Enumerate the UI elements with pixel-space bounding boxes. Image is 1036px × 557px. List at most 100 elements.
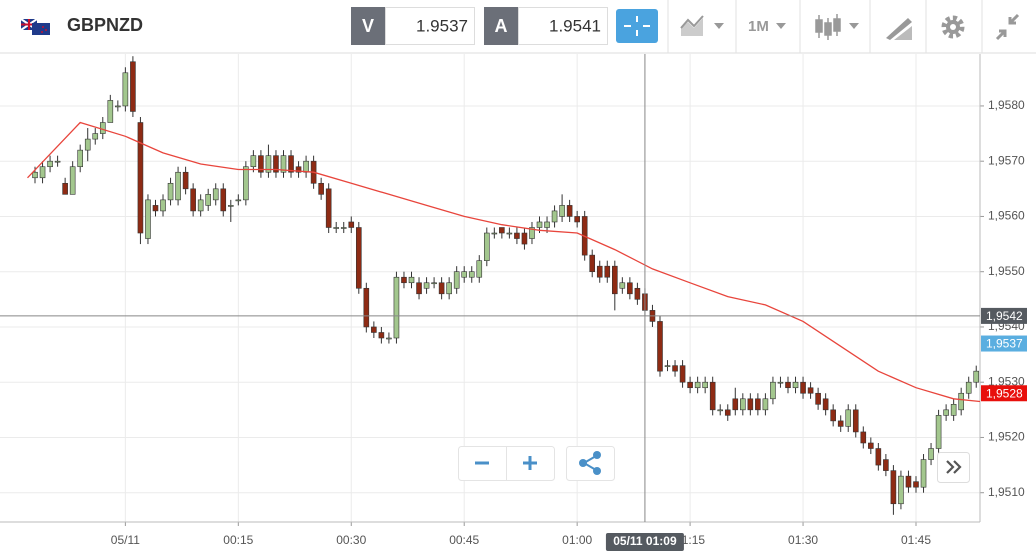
candle-style-button[interactable] <box>815 14 859 40</box>
zoom-in-button[interactable] <box>523 456 537 470</box>
candle-body <box>950 404 957 416</box>
candle-body <box>762 398 769 411</box>
ask-button[interactable]: A 1.9541 <box>484 7 608 45</box>
candle-body <box>619 282 626 289</box>
candle-body <box>672 365 678 372</box>
candle-body <box>875 448 882 466</box>
candle-body <box>423 282 430 289</box>
candle-body <box>145 199 151 239</box>
candle-body <box>898 475 904 505</box>
candle-body <box>62 182 68 195</box>
bid-price[interactable]: 1.9537 <box>416 16 468 35</box>
candle-body <box>792 381 799 389</box>
candle-body <box>235 199 242 202</box>
candle-body <box>250 155 257 168</box>
candle-body <box>273 155 279 173</box>
crosshair-time-label: 05/11 01:09 <box>613 534 677 548</box>
candle-body <box>499 227 505 234</box>
candle-body <box>363 287 370 328</box>
bid-box[interactable] <box>385 7 475 45</box>
x-tick-label: 05/11 <box>111 533 140 547</box>
candle-body <box>167 182 174 201</box>
candle-body <box>160 199 166 212</box>
candle-body <box>197 199 204 212</box>
candle-body <box>461 271 468 278</box>
timeframe-button[interactable]: 1M <box>748 18 786 35</box>
x-tick-label: 01:30 <box>788 533 818 547</box>
candle-body <box>521 232 528 245</box>
bid-label-box[interactable] <box>351 7 385 45</box>
crosshair-button[interactable] <box>616 9 658 43</box>
candle-body <box>574 216 580 223</box>
y-tick-label: 1,9560 <box>988 209 1025 223</box>
ask-label[interactable]: A <box>495 16 508 36</box>
candle-body <box>258 155 264 173</box>
candle-body <box>837 420 844 427</box>
candle-body <box>770 381 776 400</box>
x-tick-label: 01:45 <box>901 533 931 547</box>
candle-body <box>438 282 445 295</box>
candle-body <box>740 398 746 411</box>
candle-body <box>408 276 415 284</box>
candle-body <box>868 442 874 449</box>
bid-label[interactable]: V <box>362 16 374 36</box>
candle-body <box>295 166 302 173</box>
candle-body <box>566 205 573 217</box>
candle-body <box>709 381 716 411</box>
ask-label-box[interactable] <box>484 7 518 45</box>
candle-body <box>401 276 407 284</box>
candle-body <box>175 171 181 201</box>
price-tag <box>981 385 1027 402</box>
candle-body <box>303 160 309 173</box>
candle-body <box>777 381 784 384</box>
share-button[interactable] <box>566 446 615 481</box>
collapse-button[interactable] <box>995 13 1020 41</box>
candle-body <box>355 227 362 289</box>
x-tick-label: 00:30 <box>336 533 366 547</box>
y-tick-label: 1,9550 <box>988 264 1025 278</box>
candle-body <box>190 188 196 212</box>
bid-button[interactable]: V 1.9537 <box>351 7 475 45</box>
candle-body <box>755 398 761 411</box>
candle-body <box>99 122 106 134</box>
ask-box[interactable] <box>518 7 608 45</box>
chart-type-button[interactable] <box>680 15 724 36</box>
candle-body <box>446 282 452 295</box>
candle-body <box>965 381 972 394</box>
drawing-tools-button[interactable] <box>886 18 912 40</box>
candle-body <box>694 381 701 389</box>
candle-body <box>845 409 852 427</box>
candle-body <box>265 155 272 173</box>
candle-body <box>115 105 121 108</box>
ask-price[interactable]: 1.9541 <box>549 16 601 35</box>
candle-body <box>416 282 422 295</box>
candle-body <box>220 188 227 212</box>
timeframe[interactable]: 1M <box>748 18 769 35</box>
candle-body <box>883 459 889 471</box>
y-tick-label: 1,9580 <box>988 98 1025 112</box>
candle-body <box>340 227 347 229</box>
candle-body <box>702 381 708 389</box>
candle-body <box>724 409 731 416</box>
crosshair-price-label: 1,9542 <box>986 309 1023 323</box>
candle-body <box>431 282 437 285</box>
candle-body <box>815 392 821 405</box>
candle-body <box>122 72 129 107</box>
header: GBPNZD V 1.9537 A 1.9541 1M <box>0 0 1036 54</box>
settings-button[interactable] <box>941 15 965 39</box>
candle-body <box>152 205 159 212</box>
candle-body <box>529 227 535 239</box>
candle-body <box>822 398 829 411</box>
candle-body <box>453 271 460 289</box>
candle-body <box>958 392 964 411</box>
candle-body <box>333 227 340 229</box>
candle-body <box>468 271 475 278</box>
candle-body <box>92 133 99 140</box>
candle-body <box>913 481 919 488</box>
moving-average-line <box>27 121 980 403</box>
candle-body <box>54 160 61 163</box>
scroll-right-button[interactable] <box>937 452 970 483</box>
candle-body <box>935 415 942 449</box>
candle-body <box>288 155 294 173</box>
candle-body <box>596 265 603 278</box>
